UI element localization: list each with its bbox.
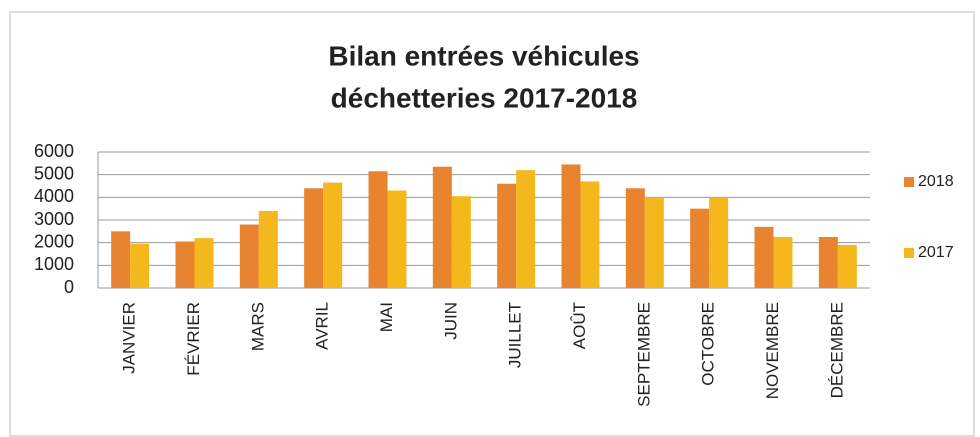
chart-title: Bilan entrées véhicules <box>328 40 639 71</box>
bar <box>818 237 838 288</box>
bar <box>239 224 259 288</box>
legend-label: 2018 <box>918 173 954 190</box>
legend-label: 2017 <box>918 244 954 261</box>
legend-swatch <box>904 248 914 258</box>
y-tick-label: 5000 <box>34 163 74 183</box>
bar <box>130 243 150 288</box>
bar <box>387 190 407 288</box>
bar <box>175 241 195 288</box>
bar <box>432 166 452 288</box>
bar <box>580 181 600 288</box>
bar <box>194 238 214 288</box>
bar <box>561 164 581 288</box>
chart-title: déchetteries 2017-2018 <box>331 82 638 113</box>
y-tick-label: 3000 <box>34 209 74 229</box>
x-tick-label: NOVEMBRE <box>763 302 782 399</box>
bar <box>304 188 324 288</box>
y-tick-label: 0 <box>64 277 74 297</box>
bar <box>625 188 645 288</box>
bar <box>644 197 664 288</box>
legend-swatch <box>904 177 914 187</box>
bar <box>497 183 517 288</box>
y-tick-label: 1000 <box>34 254 74 274</box>
bar <box>754 226 774 288</box>
x-tick-label: SEPTEMBRE <box>634 302 653 407</box>
bar <box>709 197 729 288</box>
bar <box>258 210 278 288</box>
bar <box>451 196 471 288</box>
x-tick-label: MARS <box>248 302 267 351</box>
x-tick-label: DÉCEMBRE <box>827 302 846 398</box>
bar <box>111 231 131 288</box>
bar <box>323 182 343 288</box>
x-tick-label: JUIN <box>441 302 460 340</box>
x-tick-label: JUILLET <box>506 302 525 368</box>
bar <box>516 170 536 288</box>
bar <box>773 237 793 288</box>
x-tick-label: JANVIER <box>120 302 139 374</box>
x-tick-label: AOÛT <box>570 302 589 349</box>
x-tick-label: AVRIL <box>313 302 332 350</box>
y-tick-label: 2000 <box>34 231 74 251</box>
x-tick-label: FÉVRIER <box>184 302 203 376</box>
bar <box>368 171 388 288</box>
bar <box>690 208 710 288</box>
x-tick-label: MAI <box>377 302 396 332</box>
x-tick-label: OCTOBRE <box>699 302 718 386</box>
chart-frame <box>9 11 975 437</box>
y-tick-label: 4000 <box>34 186 74 206</box>
y-tick-label: 6000 <box>34 141 74 161</box>
bar <box>837 244 857 288</box>
